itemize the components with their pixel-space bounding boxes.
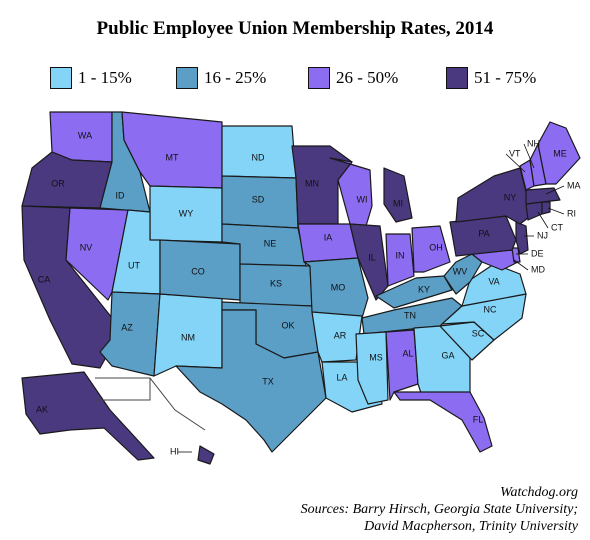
- leader-line-ma: [545, 185, 565, 195]
- credits: Watchdog.org Sources: Barry Hirsch, Geor…: [301, 484, 578, 535]
- leader-line-ct: [537, 211, 549, 229]
- state-label-wa: WA: [78, 130, 92, 140]
- hawaii-inset: [95, 377, 206, 431]
- state-label-ar: AR: [334, 330, 347, 340]
- state-label-sd: SD: [252, 194, 265, 204]
- state-label-hi: HI: [170, 446, 179, 456]
- state-label-de: DE: [531, 248, 544, 258]
- state-label-ky: KY: [418, 284, 430, 294]
- state-label-ct: CT: [551, 222, 563, 232]
- state-ma: [525, 187, 561, 205]
- state-label-va: VA: [488, 276, 499, 286]
- state-fl: [393, 391, 493, 453]
- state-mn: [291, 145, 353, 225]
- state-label-ok: OK: [281, 320, 294, 330]
- state-label-ny: NY: [504, 192, 517, 202]
- legend-swatch-3: [308, 67, 330, 89]
- state-label-ma: MA: [567, 180, 581, 190]
- state-label-ne: NE: [264, 238, 277, 248]
- state-label-wv: WV: [453, 266, 468, 276]
- state-label-az: AZ: [121, 322, 133, 332]
- state-label-mo: MO: [331, 282, 346, 292]
- legend-item-1: 1 - 15%: [50, 66, 132, 90]
- state-ny: [455, 167, 529, 225]
- state-me: [537, 121, 581, 185]
- state-label-fl: FL: [473, 414, 484, 424]
- state-label-mi: MI: [393, 198, 403, 208]
- state-label-or: OR: [51, 178, 65, 188]
- state-label-vt: VT: [509, 148, 521, 158]
- state-ms: [355, 331, 389, 405]
- state-label-in: IN: [396, 250, 405, 260]
- state-al: [385, 329, 419, 401]
- leader-line-vt: [505, 153, 526, 173]
- state-label-ks: KS: [270, 278, 282, 288]
- leader-line-md: [513, 259, 529, 271]
- state-in: [385, 233, 415, 287]
- state-label-ri: RI: [567, 208, 576, 218]
- state-label-ak: AK: [36, 404, 48, 414]
- state-label-al: AL: [402, 348, 413, 358]
- legend: 1 - 15% 16 - 25% 26 - 50% 51 - 75%: [50, 66, 560, 92]
- legend-swatch-1: [50, 67, 72, 89]
- state-ar: [311, 311, 363, 363]
- state-label-la: LA: [336, 372, 347, 382]
- state-label-wi: WI: [357, 194, 368, 204]
- state-label-md: MD: [531, 264, 545, 274]
- state-oh: [411, 225, 451, 273]
- legend-label-1: 1 - 15%: [78, 68, 132, 87]
- state-label-sc: SC: [472, 328, 485, 338]
- legend-item-4: 51 - 75%: [446, 66, 536, 90]
- state-label-wy: WY: [179, 208, 194, 218]
- state-label-nv: NV: [80, 242, 93, 252]
- state-nj: [515, 221, 529, 255]
- state-ia: [297, 223, 359, 263]
- state-label-ga: GA: [441, 350, 454, 360]
- state-mi: [383, 167, 413, 223]
- state-label-nd: ND: [252, 152, 265, 162]
- state-label-co: CO: [191, 266, 205, 276]
- state-label-tn: TN: [404, 310, 416, 320]
- state-label-tx: TX: [262, 376, 274, 386]
- state-label-mn: MN: [305, 178, 319, 188]
- state-label-ca: CA: [38, 274, 51, 284]
- source-line-1: Sources: Barry Hirsch, Georgia State Uni…: [300, 502, 578, 517]
- state-label-pa: PA: [478, 228, 489, 238]
- source-site: Watchdog.org: [500, 485, 578, 500]
- state-label-oh: OH: [429, 242, 443, 252]
- legend-item-2: 16 - 25%: [176, 66, 266, 90]
- state-label-me: ME: [553, 148, 567, 158]
- state-ak: [21, 371, 155, 461]
- state-de: [511, 247, 521, 263]
- legend-label-4: 51 - 75%: [474, 68, 537, 87]
- state-label-nj: NJ: [537, 230, 548, 240]
- state-label-id: ID: [116, 190, 126, 200]
- source-line-2: David Macpherson, Trinity University: [364, 519, 578, 534]
- legend-swatch-2: [176, 67, 198, 89]
- state-label-nm: NM: [181, 332, 195, 342]
- map-title: Public Employee Union Membership Rates, …: [96, 18, 494, 39]
- state-ct: [525, 201, 543, 221]
- state-va: [461, 263, 527, 307]
- legend-label-2: 16 - 25%: [204, 68, 267, 87]
- legend-label-3: 26 - 50%: [336, 68, 399, 87]
- state-label-mt: MT: [166, 152, 179, 162]
- legend-swatch-4: [446, 67, 468, 89]
- state-label-il: IL: [368, 252, 376, 262]
- state-label-nc: NC: [484, 304, 497, 314]
- state-hi: [197, 445, 215, 465]
- leader-line-ri: [547, 207, 565, 215]
- state-label-ia: IA: [324, 232, 333, 242]
- state-label-nh: NH: [527, 138, 540, 148]
- leader-line-nh: [523, 143, 535, 169]
- legend-item-3: 26 - 50%: [308, 66, 398, 90]
- state-label-ms: MS: [369, 352, 383, 362]
- state-label-ut: UT: [128, 260, 140, 270]
